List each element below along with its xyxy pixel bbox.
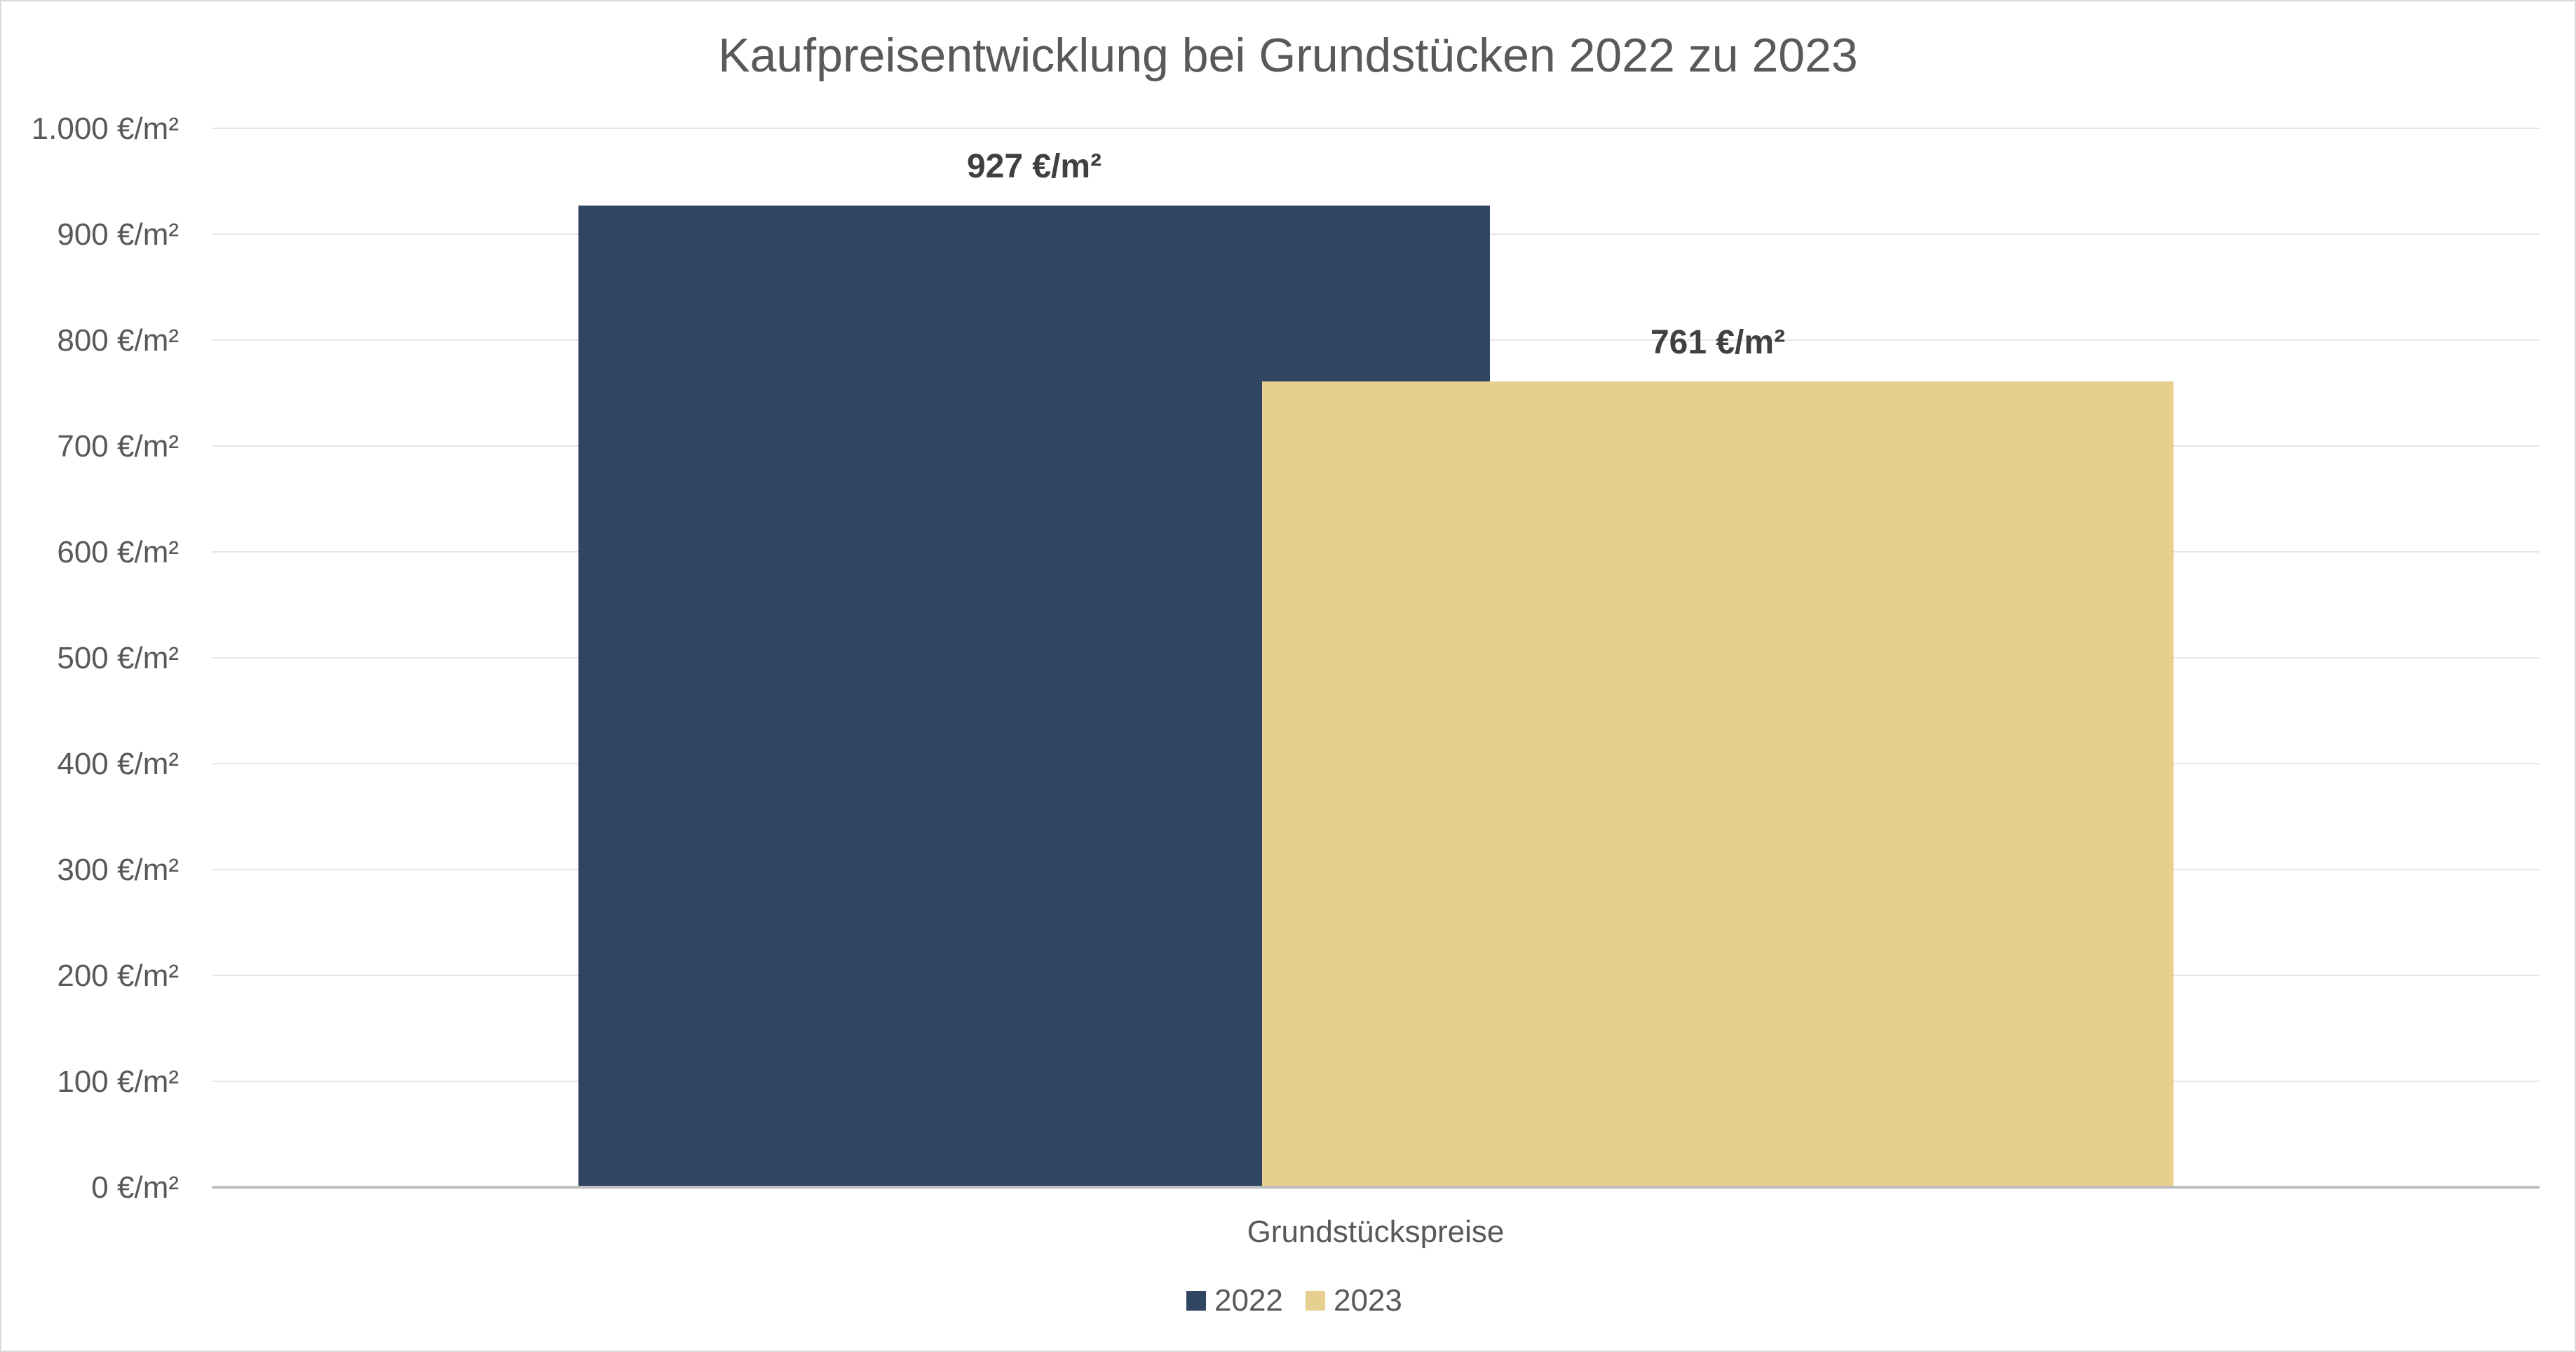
legend-swatch-2023 [1306,1291,1325,1311]
x-axis-categories: Grundstückspreise [1247,1215,1505,1249]
y-tick-label: 1.000 €/m² [32,111,179,146]
y-tick-label: 0 €/m² [91,1170,179,1205]
y-tick-label: 500 €/m² [57,641,179,675]
bars [578,205,2174,1188]
y-tick-label: 200 €/m² [57,959,179,993]
bar-2023 [1262,381,2174,1187]
x-category-label: Grundstückspreise [1247,1215,1505,1249]
y-tick-label: 300 €/m² [57,853,179,887]
chart-title: Kaufpreisentwicklung bei Grundstücken 20… [718,29,1858,82]
y-tick-label: 100 €/m² [57,1064,179,1099]
legend: 2022 2023 [1186,1283,1402,1318]
y-axis-ticks: 0 €/m² 100 €/m² 200 €/m² 300 €/m² 400 €/m² 50… [32,111,179,1205]
data-labels: 927 €/m² 761 €/m² [967,148,1785,361]
y-tick-label: 800 €/m² [57,323,179,358]
legend-label-2023: 2023 [1334,1283,1402,1318]
legend-label-2022: 2022 [1214,1283,1283,1318]
data-label-2023: 761 €/m² [1650,324,1785,361]
y-tick-label: 900 €/m² [57,217,179,252]
y-tick-label: 700 €/m² [57,429,179,464]
data-label-2022: 927 €/m² [967,148,1101,185]
y-tick-label: 600 €/m² [57,535,179,569]
y-tick-label: 400 €/m² [57,747,179,781]
legend-swatch-2022 [1186,1291,1206,1311]
